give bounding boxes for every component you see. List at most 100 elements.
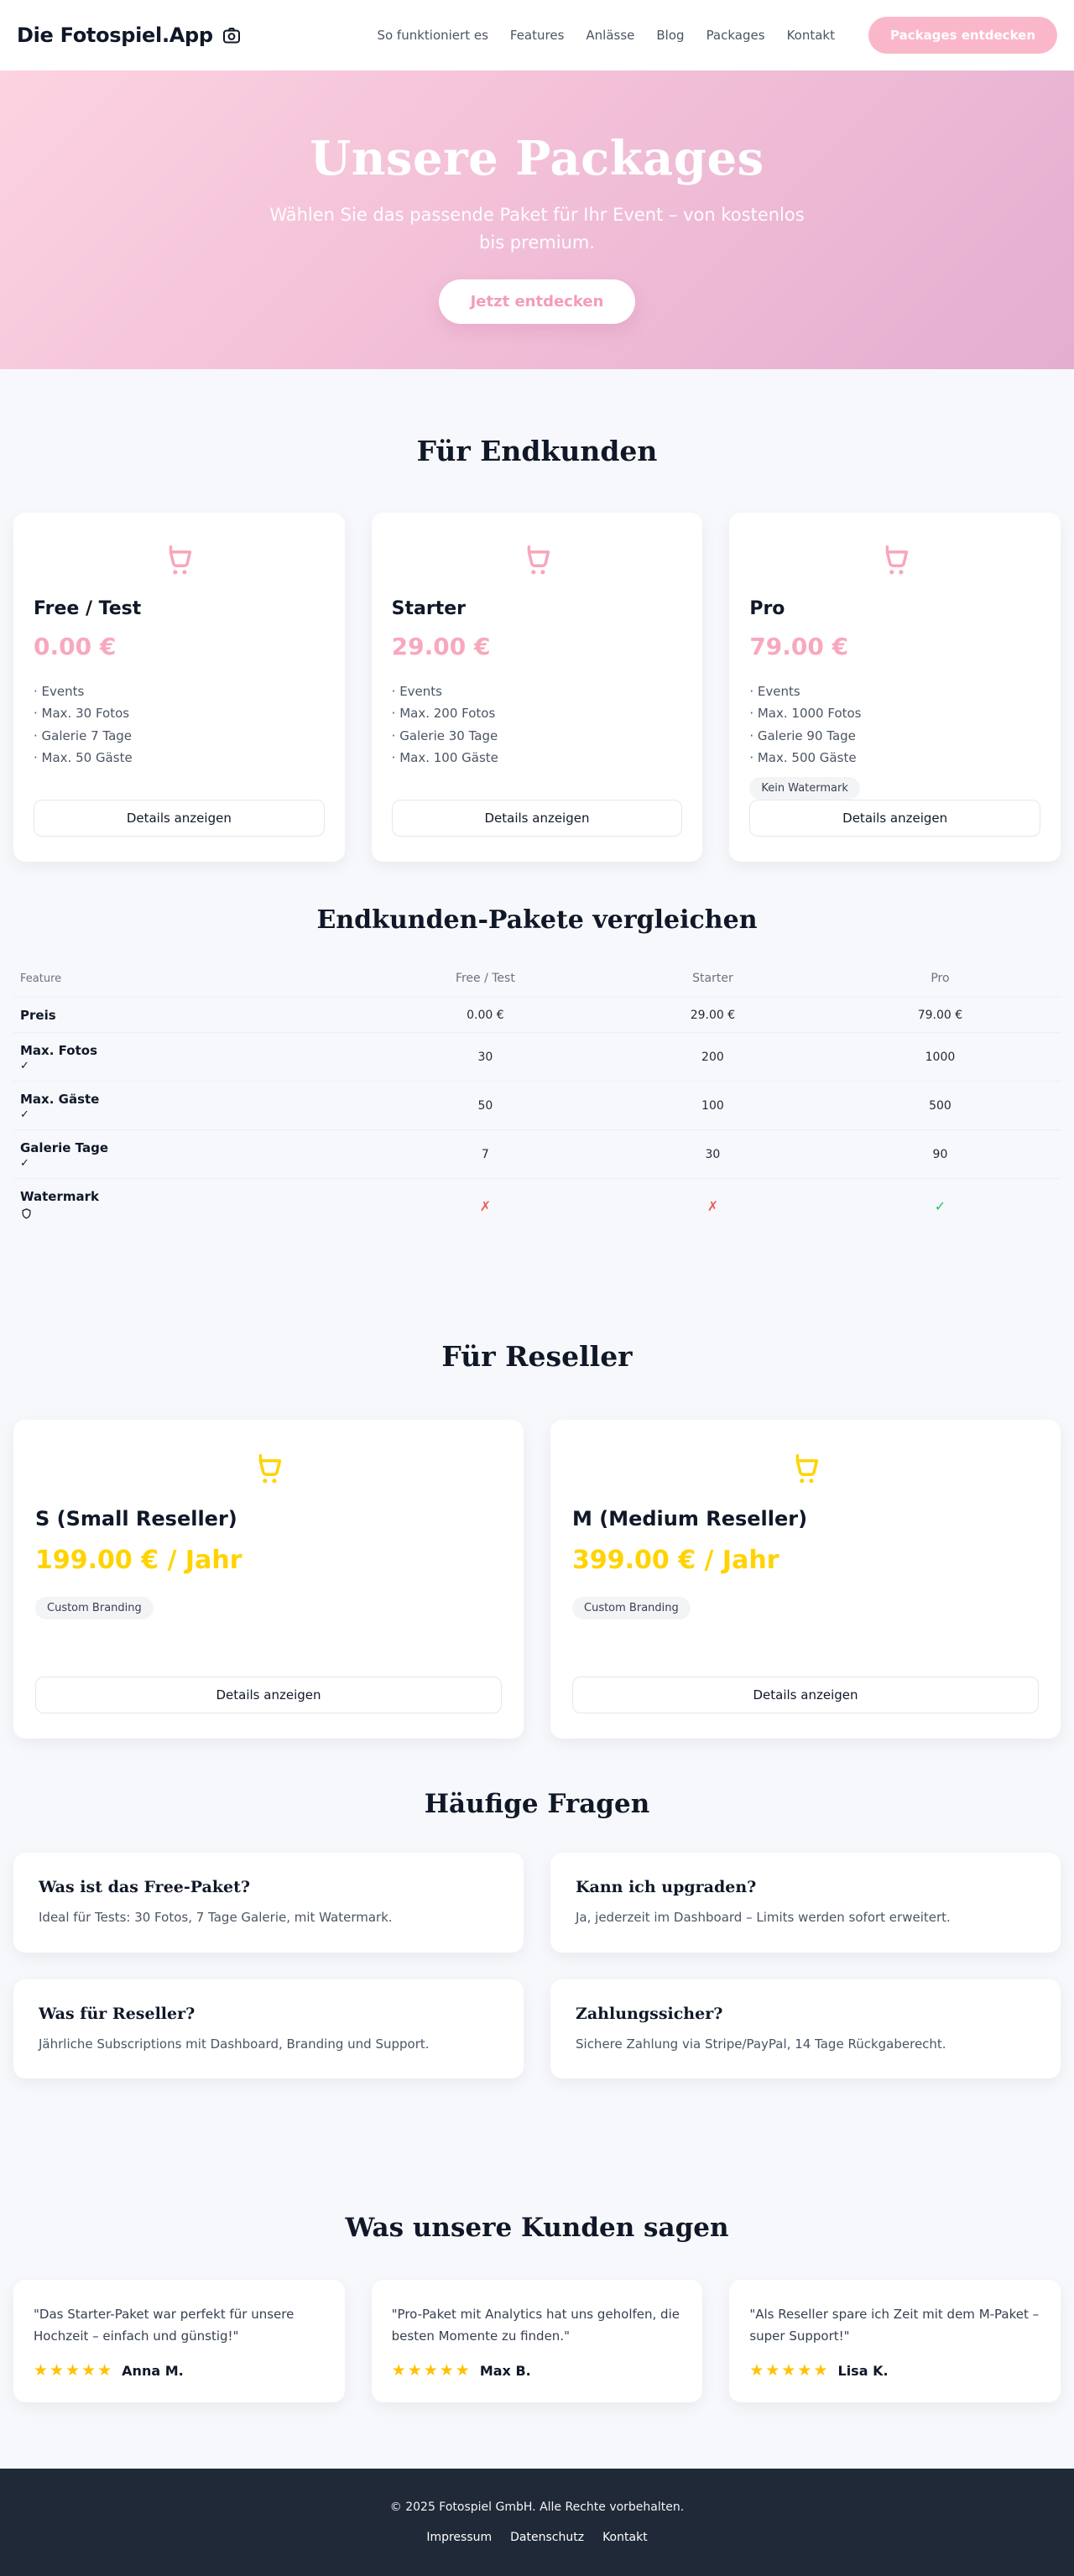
details-anzeigen-button[interactable]: Details anzeigen (749, 800, 1040, 837)
feature-item: · Max. 100 Gäste (391, 749, 498, 765)
row-label: Galerie Tage (20, 1140, 109, 1155)
table-row-galerie-tage: Galerie Tage ✓ 7 30 90 (13, 1130, 1061, 1179)
package-price: 0.00 € (34, 633, 117, 660)
reseller-cards: S (Small Reseller) 199.00 € / Jahr Custo… (13, 1420, 1061, 1739)
camera-icon (222, 28, 240, 44)
logo[interactable]: Die Fotospiel.App (17, 23, 242, 47)
faq-item: Was ist das Free-Paket? Ideal für Tests:… (13, 1853, 524, 1953)
nav-anlaesse[interactable]: Anlässe (586, 28, 635, 43)
cell-value: 500 (929, 1098, 951, 1113)
feature-item: · Max. 200 Fotos (391, 706, 496, 722)
star-rating-icons: ★★★★★ (34, 2360, 114, 2380)
column-header-starter: Starter (692, 972, 733, 985)
cell-value: 79.00 € (917, 1008, 963, 1022)
faq-answer: Sichere Zahlung via Stripe/PayPal, 14 Ta… (576, 2036, 946, 2052)
nav-features[interactable]: Features (509, 28, 565, 43)
vergleich-heading: Endkunden-Pakete vergleichen (316, 905, 758, 935)
package-features: · Events · Max. 30 Fotos · Galerie 7 Tag… (34, 681, 325, 769)
reseller-card-s: S (Small Reseller) 199.00 € / Jahr Custo… (13, 1420, 524, 1739)
details-anzeigen-button[interactable]: Details anzeigen (35, 1676, 502, 1713)
feature-item: · Max. 500 Gäste (749, 749, 857, 765)
reseller-section: Für Reseller S (Small Reseller) 199.00 €… (13, 1233, 1061, 1739)
details-anzeigen-button[interactable]: Details anzeigen (572, 1676, 1039, 1713)
cart-icon (527, 545, 550, 575)
endkunden-section: Für Endkunden Free / Test 0.00 € · Event… (13, 369, 1061, 862)
details-anzeigen-button[interactable]: Details anzeigen (34, 800, 325, 837)
nav-so-funktioniert-es[interactable]: So funktioniert es (377, 28, 488, 43)
nav-blog[interactable]: Blog (656, 28, 685, 43)
row-label: Watermark (20, 1189, 99, 1204)
feature-item: · Galerie 7 Tage (34, 727, 133, 743)
footer-links: Impressum Datenschutz Kontakt (426, 2531, 647, 2544)
faq-question: Kann ich upgraden? (576, 1878, 757, 1896)
package-price: 29.00 € (391, 633, 491, 660)
endkunden-cards: Free / Test 0.00 € · Events · Max. 30 Fo… (13, 513, 1061, 862)
faq-question: Zahlungssicher? (576, 2004, 723, 2023)
package-name: S (Small Reseller) (35, 1507, 237, 1530)
testimonial-name: Max B. (479, 2362, 531, 2379)
testimonial-card: "Als Reseller spare ich Zeit mit dem M-P… (729, 2280, 1061, 2402)
star-rating-icons: ★★★★★ (749, 2360, 830, 2380)
cell-value: 200 (701, 1050, 724, 1064)
cell-value: 0.00 € (467, 1008, 504, 1022)
cart-icon (169, 545, 192, 575)
faq-item: Was für Reseller? Jährliche Subscription… (13, 1979, 524, 2078)
feature-item: · Events (749, 684, 800, 699)
testimonial-quote: "Als Reseller spare ich Zeit mit dem M-P… (749, 2307, 1040, 2344)
table-row-max-gaeste: Max. Gäste ✓ 50 100 500 (13, 1082, 1061, 1130)
faq-item: Zahlungssicher? Sichere Zahlung via Stri… (550, 1979, 1061, 2078)
testimonials-section: Was unsere Kunden sagen "Das Starter-Pak… (13, 2078, 1061, 2402)
column-header-feature: Feature (20, 972, 62, 985)
cart-icon (258, 1453, 282, 1484)
feature-item: · Events (34, 684, 85, 699)
package-card-pro: Pro 79.00 € · Events · Max. 1000 Fotos ·… (729, 513, 1061, 862)
shield-icon (20, 1207, 372, 1223)
cell-value: 30 (705, 1147, 721, 1161)
comparison-table: Feature Free / Test Starter Pro Preis 0.… (13, 960, 1061, 1233)
table-row-preis: Preis 0.00 € 29.00 € 79.00 € (13, 998, 1061, 1033)
package-name: Starter (391, 598, 466, 619)
feature-item: · Max. 50 Gäste (34, 749, 133, 765)
nav-packages[interactable]: Packages (706, 28, 765, 43)
cell-value: 100 (701, 1098, 724, 1113)
package-name: M (Medium Reseller) (572, 1507, 808, 1530)
faq-question: Was für Reseller? (39, 2004, 196, 2023)
row-label: Preis (20, 1008, 56, 1023)
feature-item: · Galerie 90 Tage (749, 727, 856, 743)
faq-answer: Ideal für Tests: 30 Fotos, 7 Tage Galeri… (39, 1910, 393, 1925)
feature-item: · Max. 1000 Fotos (749, 706, 862, 722)
kein-watermark-badge: Kein Watermark (749, 777, 860, 800)
copyright-text: © 2025 Fotospiel GmbH. Alle Rechte vorbe… (389, 2500, 685, 2514)
cell-value: 1000 (925, 1050, 956, 1064)
faq-item: Kann ich upgraden? Ja, jederzeit im Dash… (550, 1853, 1061, 1953)
footer-link-kontakt[interactable]: Kontakt (602, 2530, 648, 2544)
footer-link-impressum[interactable]: Impressum (426, 2530, 493, 2544)
check-icon: ✓ (20, 1060, 29, 1072)
cell-value: 29.00 € (690, 1008, 736, 1022)
package-price: 79.00 € (749, 633, 849, 660)
check-icon: ✓ (20, 1157, 29, 1170)
header: Die Fotospiel.App So funktioniert es Fea… (0, 0, 1074, 70)
check-icon: ✓ (934, 1197, 946, 1214)
cell-value: 90 (932, 1147, 948, 1161)
table-row-max-fotos: Max. Fotos ✓ 30 200 1000 (13, 1033, 1061, 1082)
packages-entdecken-button[interactable]: Packages entdecken (868, 17, 1057, 54)
main-nav: So funktioniert es Features Anlässe Blog… (377, 17, 1057, 54)
package-price: 199.00 € / Jahr (35, 1546, 242, 1575)
footer-link-datenschutz[interactable]: Datenschutz (510, 2530, 585, 2544)
jetzt-entdecken-button[interactable]: Jetzt entdecken (438, 279, 636, 325)
custom-branding-badge: Custom Branding (572, 1597, 691, 1619)
package-card-starter: Starter 29.00 € · Events · Max. 200 Foto… (371, 513, 703, 862)
package-name: Free / Test (34, 598, 142, 619)
testimonials-grid: "Das Starter-Paket war perfekt für unser… (13, 2280, 1061, 2402)
table-row-watermark: Watermark ✗ ✗ ✓ (13, 1179, 1061, 1233)
package-price: 399.00 € / Jahr (572, 1546, 779, 1575)
nav-kontakt[interactable]: Kontakt (786, 28, 835, 43)
testimonial-name: Anna M. (122, 2362, 184, 2379)
feature-item: · Events (391, 684, 442, 699)
star-rating-icons: ★★★★★ (391, 2360, 472, 2380)
faq-answer: Jährliche Subscriptions mit Dashboard, B… (39, 2036, 430, 2052)
testimonial-quote: "Das Starter-Paket war perfekt für unser… (34, 2307, 295, 2344)
endkunden-heading: Für Endkunden (416, 435, 658, 467)
details-anzeigen-button[interactable]: Details anzeigen (391, 800, 683, 837)
